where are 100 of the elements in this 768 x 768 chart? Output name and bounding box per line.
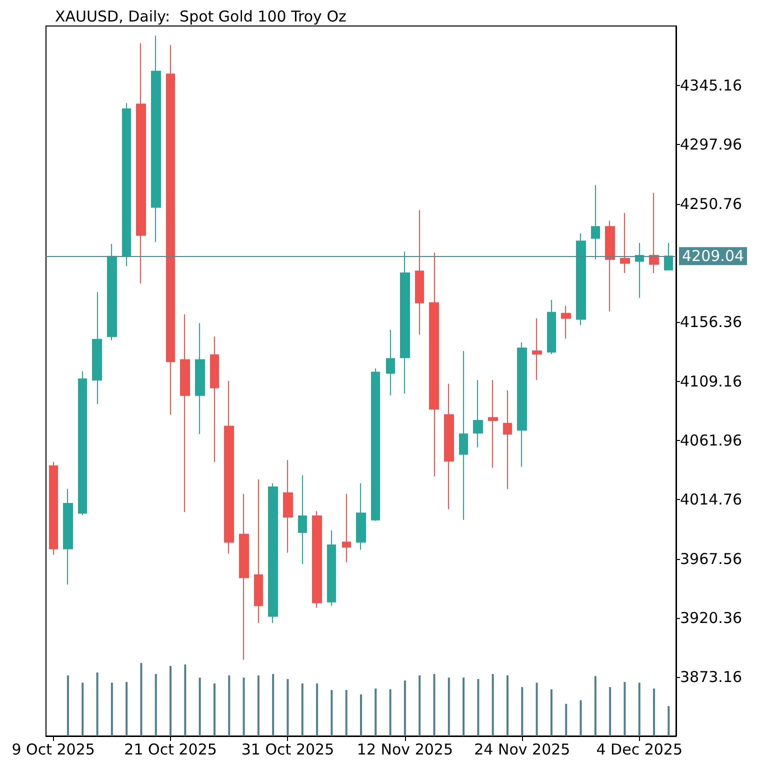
bar [242,678,245,736]
bar [330,690,333,736]
bar [521,687,524,736]
y-tick-label: 3873.16 [680,668,742,686]
bar [668,706,670,736]
bar [184,664,186,736]
candlestick [239,493,249,660]
candlestick [459,350,468,520]
candlestick [122,102,131,267]
x-tick-label: 21 Oct 2025 [124,740,217,758]
bar [301,683,304,736]
candlestick [473,379,483,448]
candlestick [254,478,263,624]
candlestick [503,390,512,490]
candlestick [635,242,644,298]
candlestick [180,314,190,513]
bar [316,683,318,736]
candlestick [136,42,146,284]
bar [448,678,450,736]
candlestick [356,482,366,550]
x-tick-label: 31 Oct 2025 [241,740,334,758]
y-tick-label: 4345.16 [680,76,742,94]
candlestick [224,380,234,554]
candlestick [78,370,87,516]
candlestick [386,329,395,396]
chart-title: XAUUSD, Daily: Spot Gold 100 Troy Oz [55,8,347,26]
bar [345,690,348,736]
bar [536,682,538,736]
bar [140,663,142,736]
y-tick-label: 3920.36 [680,608,742,627]
bar [66,675,69,736]
candlestick [107,243,117,341]
candlestick [415,210,424,336]
bar [228,675,230,736]
candlestick [371,368,380,522]
bar [609,687,612,736]
candlestick [268,482,278,624]
candlestick [561,305,571,340]
bar [506,675,509,736]
candlestick [63,488,73,585]
candlestick [576,232,586,326]
ref-line-label: 4209.04 [682,247,744,266]
bar [638,682,640,736]
bar [624,682,626,736]
bar [272,674,274,736]
candlestick [298,474,307,565]
bar [110,682,113,736]
x-tick-label: 4 Dec 2025 [596,740,683,758]
candlestick [649,192,659,274]
candlestick [429,252,439,477]
y-tick-label: 4109.16 [680,372,742,390]
y-tick-label: 3967.56 [680,550,742,568]
bar [594,676,596,736]
bar [198,678,201,736]
candlestick [49,461,58,556]
candlestick [664,242,673,270]
candlestick [283,459,293,554]
candlestick [166,44,175,416]
bar [389,689,392,736]
candlestick [591,184,600,260]
bar [418,675,421,736]
y-tick-label: 4061.96 [680,431,742,450]
candlestick [444,383,454,510]
y-tick-label: 4156.36 [680,313,742,332]
candlestick [400,251,410,394]
candlestick [488,379,498,468]
bar [477,679,480,736]
candlestick [547,299,556,355]
bar [257,675,260,736]
bar [492,674,494,736]
bar [404,680,406,736]
candlestick [517,342,527,468]
x-tick-label: 9 Oct 2025 [12,740,95,758]
bar [82,682,84,736]
candlestick [327,530,336,606]
bar [550,689,552,736]
candlestick [151,35,161,242]
bar [462,678,465,736]
bar [213,683,216,736]
x-tick-label: 24 Nov 2025 [474,740,570,758]
bar [433,674,436,736]
bar [286,679,289,736]
y-tick-label: 4297.96 [680,136,742,154]
candlestick [210,336,219,462]
candlestick [620,212,630,274]
bar [170,666,172,736]
candlestick [605,220,615,312]
x-tick-label: 12 Nov 2025 [356,740,453,758]
y-tick-label: 4250.76 [680,194,742,213]
bar [374,688,377,736]
y-tick-label: 4014.76 [680,490,742,509]
bar [96,672,98,736]
bar [154,674,157,736]
candlestick [92,292,102,405]
bar [580,700,582,736]
candlestick [195,322,205,435]
candlestick [532,318,542,380]
candlestick [342,493,351,563]
candlestick [312,510,322,608]
bar [126,682,128,736]
